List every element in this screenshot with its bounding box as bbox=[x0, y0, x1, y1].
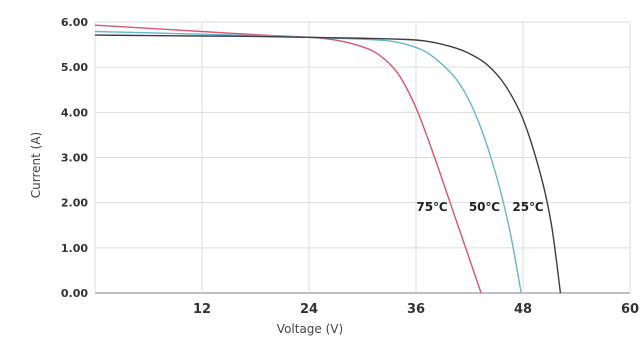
x-tick-label: 60 bbox=[621, 302, 639, 317]
y-tick-label: 4.00 bbox=[61, 106, 88, 119]
x-axis-ticks: 12 24 36 48 60 bbox=[193, 302, 639, 317]
y-tick-label: 0.00 bbox=[61, 287, 88, 300]
y-tick-label: 3.00 bbox=[61, 152, 88, 165]
series-label-0: 75℃ bbox=[416, 200, 447, 214]
series-line-0 bbox=[94, 24, 482, 294]
y-tick-label: 5.00 bbox=[61, 61, 88, 74]
series-labels: 75℃ 50℃ 25℃ bbox=[416, 200, 543, 214]
series-line-1 bbox=[94, 30, 522, 294]
x-tick-label: 48 bbox=[514, 302, 532, 317]
x-tick-label: 12 bbox=[193, 302, 211, 317]
x-tick-label: 24 bbox=[300, 302, 318, 317]
series-label-1: 50℃ bbox=[469, 200, 500, 214]
grid-layer bbox=[94, 21, 631, 294]
x-axis-title: Voltage (V) bbox=[277, 322, 343, 336]
y-tick-label: 1.00 bbox=[61, 242, 88, 255]
y-tick-label: 6.00 bbox=[61, 16, 88, 29]
x-tick-label: 36 bbox=[407, 302, 425, 317]
series-label-2: 25℃ bbox=[512, 200, 543, 214]
y-axis-title: Current (A) bbox=[29, 132, 43, 198]
series-layer bbox=[94, 24, 562, 294]
series-line-2 bbox=[94, 34, 562, 294]
y-tick-label: 2.00 bbox=[61, 197, 88, 210]
y-axis-ticks: 0.00 1.00 2.00 3.00 4.00 5.00 6.00 bbox=[61, 16, 88, 300]
